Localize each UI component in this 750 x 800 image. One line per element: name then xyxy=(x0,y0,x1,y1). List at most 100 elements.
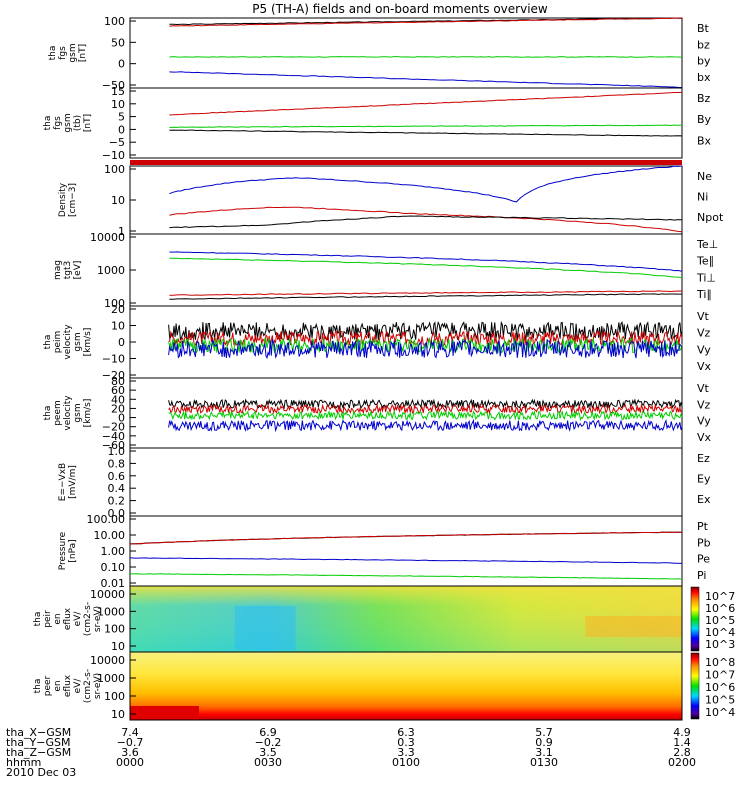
legend-label: Ex xyxy=(697,493,711,506)
x-row-value: 6.3 xyxy=(397,726,415,739)
series-line-Npot xyxy=(169,165,683,203)
y-tick-label: 0.01 xyxy=(101,577,126,590)
y-tick-label: 100 xyxy=(104,15,125,28)
y-tick-label: −5 xyxy=(109,136,125,149)
series-line-Ti∥ xyxy=(169,257,683,279)
legend-label: Vz xyxy=(697,398,711,411)
colorbar-tick-label: 10^7 xyxy=(705,669,735,682)
x-row-value: 0130 xyxy=(530,756,558,769)
panel-frame xyxy=(129,447,683,517)
legend-label: Ti⊥ xyxy=(696,271,716,284)
colorbar-tick-label: 10^4 xyxy=(705,626,735,639)
series-line-Vt xyxy=(168,398,683,410)
y-tick-label: 60 xyxy=(111,384,125,397)
y-axis-label: thapeimvelocitygsm[km/s] xyxy=(43,324,93,360)
series-line-Bx xyxy=(169,129,683,137)
y-tick-label: 10.00 xyxy=(94,529,126,542)
y-tick-label: −10 xyxy=(102,353,125,366)
y-tick-label: −40 xyxy=(102,430,125,443)
colorbar-tick-label: 10^3 xyxy=(705,638,735,651)
panel-separator xyxy=(130,160,682,165)
legend-label: Vx xyxy=(697,360,712,373)
series-line-Te∥ xyxy=(169,293,682,300)
series-line-Pt xyxy=(130,531,683,545)
legend-label: Vy xyxy=(697,415,711,428)
y-tick-label: 10000 xyxy=(90,654,125,667)
series-line-Vz xyxy=(168,403,683,415)
legend-label: Pt xyxy=(697,520,709,533)
legend-label: Ne xyxy=(697,170,712,183)
y-tick-label: 0 xyxy=(118,58,125,71)
x-row-label: hhmm xyxy=(6,756,41,769)
colorbar xyxy=(690,652,700,720)
colorbar-tick-label: 10^5 xyxy=(705,694,735,707)
x-row-value: 7.4 xyxy=(121,726,139,739)
colorbar-tick-label: 10^7 xyxy=(705,590,735,603)
x-row-value: 1.4 xyxy=(673,736,691,749)
panel-frame xyxy=(129,17,683,89)
y-axis-label: Density[cm−3] xyxy=(58,182,78,217)
x-row-value: −0.2 xyxy=(255,736,282,749)
y-tick-label: 1.00 xyxy=(101,545,126,558)
legend-label: Vy xyxy=(697,343,711,356)
y-axis-label: Pressure[nPa] xyxy=(58,531,78,570)
legend-label: Te⊥ xyxy=(696,238,718,251)
x-row-value: 0000 xyxy=(116,756,144,769)
x-row-value: 3.6 xyxy=(121,746,139,759)
legend-label: Bx xyxy=(697,134,712,147)
colorbar-tick-label: 10^8 xyxy=(705,656,735,669)
x-row-value: 6.9 xyxy=(259,726,277,739)
legend-label: Vx xyxy=(697,431,712,444)
y-tick-label: 1.0 xyxy=(108,445,126,458)
y-tick-label: 100.00 xyxy=(87,513,126,526)
x-row-value: 3.5 xyxy=(259,746,277,759)
ion-high-flux-region xyxy=(585,616,682,637)
y-tick-label: 100 xyxy=(104,623,125,636)
y-tick-label: 80 xyxy=(111,375,125,388)
y-axis-label: thapeirenefluxeV/(cm2-s-sr-eV) xyxy=(33,602,103,636)
y-tick-label: 0.10 xyxy=(101,561,126,574)
y-tick-label: 10000 xyxy=(90,231,125,244)
legend-label: Vt xyxy=(697,310,710,323)
y-tick-label: 20 xyxy=(111,402,125,415)
series-line-Ti⊥ xyxy=(169,251,683,272)
y-tick-label: 50 xyxy=(111,36,125,49)
x-row-value: 0030 xyxy=(254,756,282,769)
legend-label: Ni xyxy=(697,191,708,204)
series-line-Bt xyxy=(169,17,682,26)
series-line-Bz xyxy=(169,91,683,116)
series-line-Vx xyxy=(168,418,683,433)
x-row-value: 0100 xyxy=(392,756,420,769)
x-row-value: 4.9 xyxy=(673,726,691,739)
figure-title: P5 (TH-A) fields and on-board moments ov… xyxy=(252,2,548,16)
y-tick-label: −60 xyxy=(102,439,125,452)
colorbar-tick-label: 10^6 xyxy=(705,681,735,694)
x-row-value: −0.7 xyxy=(117,736,144,749)
series-line-Te⊥ xyxy=(169,290,683,296)
legend-label: Vt xyxy=(697,382,710,395)
x-row-value: 5.7 xyxy=(535,726,553,739)
y-tick-label: 10 xyxy=(111,98,125,111)
legend-label: By xyxy=(697,113,712,126)
series-line-By xyxy=(169,124,683,128)
electron-low-energy-band xyxy=(130,706,199,720)
legend-label: Bz xyxy=(697,92,711,105)
y-tick-label: 15 xyxy=(111,85,125,98)
y-tick-label: 0.2 xyxy=(108,495,126,508)
y-tick-label: 0 xyxy=(118,412,125,425)
legend-label: Vz xyxy=(697,327,711,340)
y-axis-label: E=−VxB[mV/m] xyxy=(58,463,78,501)
y-tick-label: 1 xyxy=(118,225,125,238)
x-row-value: 2.8 xyxy=(673,746,691,759)
y-tick-label: 0.8 xyxy=(108,457,126,470)
x-row-value: 3.1 xyxy=(535,746,553,759)
y-axis-label: thapeerenefluxeV/(cm2-s-sr-eV) xyxy=(33,669,103,703)
y-tick-label: 1000 xyxy=(97,605,125,618)
series-line-Pe xyxy=(129,573,683,580)
y-tick-label: 10 xyxy=(111,640,125,653)
y-tick-label: −20 xyxy=(102,421,125,434)
y-axis-label: thafgsgsm(tb)[nT] xyxy=(43,113,93,132)
y-tick-label: 0.4 xyxy=(108,482,126,495)
y-tick-label: −10 xyxy=(102,149,125,162)
